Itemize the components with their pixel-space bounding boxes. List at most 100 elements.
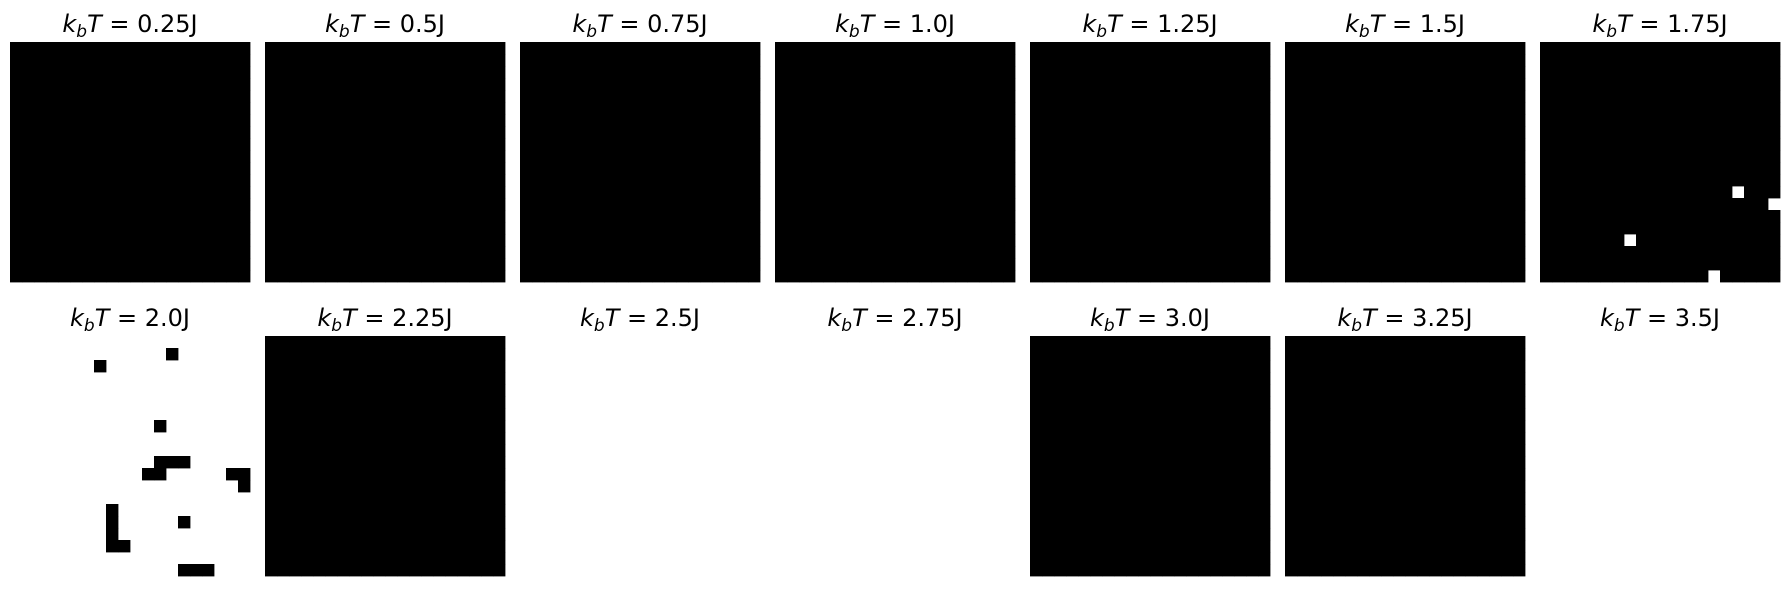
spin-cell bbox=[1720, 234, 1733, 247]
spin-cell bbox=[1138, 396, 1151, 409]
spin-cell bbox=[628, 258, 641, 271]
spin-cell bbox=[1285, 408, 1298, 421]
spin-cell bbox=[106, 138, 119, 151]
spin-cell bbox=[22, 186, 35, 199]
spin-cell bbox=[1321, 186, 1334, 199]
spin-cell bbox=[457, 54, 470, 67]
spin-cell bbox=[178, 66, 191, 79]
spin-cell bbox=[1102, 480, 1115, 493]
spin-cell bbox=[859, 90, 872, 103]
spin-cell bbox=[385, 54, 398, 67]
spin-cell bbox=[130, 210, 143, 223]
spin-cell bbox=[1210, 162, 1223, 175]
spin-cell bbox=[1393, 456, 1406, 469]
spin-cell bbox=[1258, 480, 1271, 493]
spin-cell bbox=[433, 174, 446, 187]
spin-cell bbox=[1054, 222, 1067, 235]
spin-cell bbox=[1501, 114, 1514, 127]
spin-cell bbox=[1126, 516, 1139, 529]
spin-cell bbox=[1465, 432, 1478, 445]
spin-cell bbox=[1477, 66, 1490, 79]
spin-cell bbox=[1321, 258, 1334, 271]
spin-cell bbox=[799, 66, 812, 79]
spin-cell bbox=[811, 162, 824, 175]
spin-cell bbox=[445, 504, 458, 517]
spin-cell bbox=[1624, 222, 1637, 235]
spin-cell bbox=[1417, 432, 1430, 445]
spin-cell bbox=[106, 210, 119, 223]
spin-cell bbox=[652, 234, 665, 247]
spin-cell bbox=[1453, 78, 1466, 91]
spin-cell bbox=[481, 42, 494, 55]
spin-cell bbox=[1381, 150, 1394, 163]
spin-cell bbox=[688, 66, 701, 79]
spin-cell bbox=[361, 66, 374, 79]
spin-cell bbox=[289, 348, 302, 361]
spin-cell bbox=[226, 234, 239, 247]
spin-cell bbox=[883, 78, 896, 91]
spin-cell bbox=[1102, 396, 1115, 409]
spin-cell bbox=[1321, 420, 1334, 433]
spin-cell bbox=[1090, 258, 1103, 271]
spin-cell bbox=[118, 540, 131, 553]
spin-cell bbox=[1102, 150, 1115, 163]
spin-cell bbox=[457, 222, 470, 235]
spin-cell bbox=[664, 126, 677, 139]
spin-cell bbox=[1732, 114, 1745, 127]
spin-cell bbox=[1078, 222, 1091, 235]
spin-cell bbox=[556, 114, 569, 127]
spin-cell bbox=[445, 258, 458, 271]
spin-cell bbox=[238, 90, 251, 103]
spin-cell bbox=[409, 234, 422, 247]
spin-cell bbox=[1285, 540, 1298, 553]
spin-cell bbox=[226, 174, 239, 187]
spin-cell bbox=[1321, 444, 1334, 457]
spin-cell bbox=[46, 210, 59, 223]
spin-cell bbox=[457, 234, 470, 247]
spin-cell bbox=[10, 222, 23, 235]
spin-cell bbox=[34, 66, 47, 79]
spin-cell bbox=[1465, 126, 1478, 139]
spin-cell bbox=[1441, 174, 1454, 187]
spin-cell bbox=[1102, 492, 1115, 505]
spin-cell bbox=[1126, 174, 1139, 187]
spin-cell bbox=[1222, 456, 1235, 469]
spin-cell bbox=[1150, 456, 1163, 469]
spin-cell bbox=[907, 42, 920, 55]
spin-cell bbox=[1357, 126, 1370, 139]
spin-cell bbox=[130, 138, 143, 151]
spin-cell bbox=[397, 480, 410, 493]
spin-cell bbox=[907, 210, 920, 223]
spin-cell bbox=[1600, 54, 1613, 67]
spin-cell bbox=[1369, 234, 1382, 247]
spin-cell bbox=[1405, 432, 1418, 445]
spin-cell bbox=[493, 234, 506, 247]
spin-cell bbox=[130, 42, 143, 55]
spin-cell bbox=[385, 528, 398, 541]
spin-cell bbox=[385, 396, 398, 409]
spin-cell bbox=[652, 66, 665, 79]
spin-cell bbox=[1720, 198, 1733, 211]
spin-cell bbox=[349, 90, 362, 103]
spin-cell bbox=[1114, 198, 1127, 211]
spin-cell bbox=[616, 102, 629, 115]
spin-cell bbox=[1393, 528, 1406, 541]
spin-cell bbox=[457, 528, 470, 541]
spin-cell bbox=[700, 162, 713, 175]
spin-cell bbox=[1369, 360, 1382, 373]
spin-cell bbox=[1297, 258, 1310, 271]
spin-cell bbox=[604, 234, 617, 247]
spin-cell bbox=[349, 258, 362, 271]
spin-cell bbox=[556, 126, 569, 139]
spin-cell bbox=[409, 270, 422, 283]
spin-cell bbox=[1381, 468, 1394, 481]
spin-cell bbox=[1138, 348, 1151, 361]
spin-cell bbox=[1003, 138, 1016, 151]
spin-cell bbox=[58, 270, 71, 283]
spin-cell bbox=[676, 198, 689, 211]
spin-cell bbox=[967, 234, 980, 247]
spin-cell bbox=[1186, 258, 1199, 271]
spin-cell bbox=[604, 102, 617, 115]
spin-cell bbox=[688, 102, 701, 115]
spin-cell bbox=[1150, 42, 1163, 55]
